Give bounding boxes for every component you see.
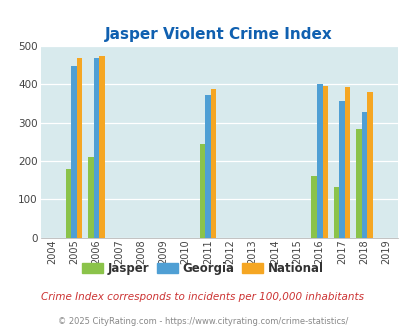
Bar	[355, 128, 361, 238]
Bar	[88, 157, 94, 238]
Bar	[94, 58, 99, 238]
Bar	[99, 56, 104, 238]
Text: Crime Index corresponds to incidents per 100,000 inhabitants: Crime Index corresponds to incidents per…	[41, 292, 364, 302]
Bar	[66, 169, 71, 238]
Bar	[316, 84, 322, 238]
Bar	[205, 95, 210, 238]
Bar	[361, 112, 366, 238]
Bar	[199, 144, 205, 238]
Text: © 2025 CityRating.com - https://www.cityrating.com/crime-statistics/: © 2025 CityRating.com - https://www.city…	[58, 317, 347, 326]
Bar	[333, 187, 339, 238]
Bar	[77, 58, 82, 238]
Bar	[339, 101, 344, 238]
Bar	[322, 85, 327, 238]
Bar	[311, 176, 316, 238]
Title: Jasper Violent Crime Index: Jasper Violent Crime Index	[105, 27, 332, 42]
Bar	[71, 66, 77, 238]
Bar	[210, 89, 216, 238]
Legend: Jasper, Georgia, National: Jasper, Georgia, National	[79, 258, 326, 279]
Bar	[366, 92, 372, 238]
Bar	[344, 87, 350, 238]
